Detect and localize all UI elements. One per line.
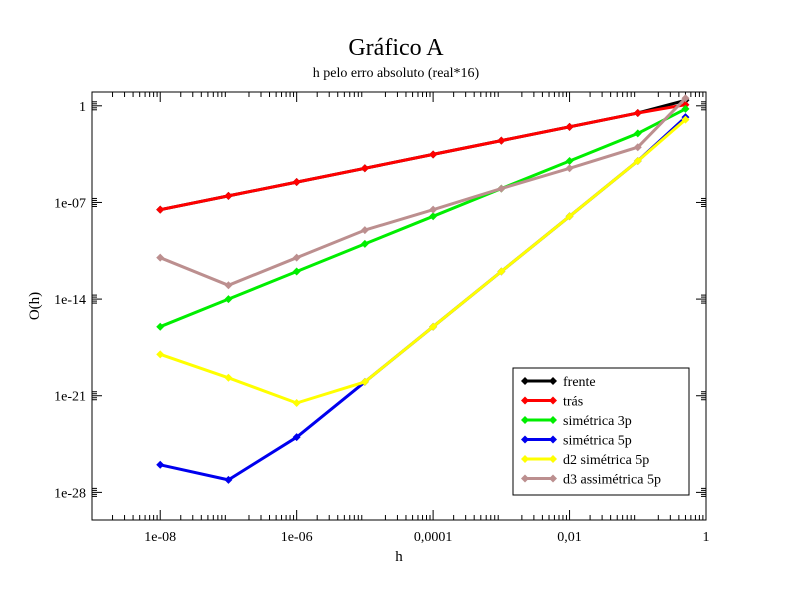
series-point bbox=[292, 267, 301, 276]
legend-marker bbox=[549, 396, 557, 405]
legend-marker bbox=[521, 474, 529, 483]
series-point bbox=[633, 143, 642, 152]
plot-frame bbox=[91, 91, 707, 521]
y-tick-label: 1e-28 bbox=[54, 486, 86, 501]
chart-subtitle: h pelo erro absoluto (real*16) bbox=[313, 66, 480, 81]
y-axis-label: O(h) bbox=[27, 292, 43, 320]
series-point bbox=[156, 460, 165, 469]
series-point bbox=[360, 239, 369, 248]
legend-marker bbox=[521, 396, 529, 405]
x-tick-labels: 1e-08 1e-06 0,0001 0,01 1 bbox=[144, 530, 709, 545]
legend-label: d2 simétrica 5p bbox=[563, 453, 649, 468]
y-tick-label: 1e-21 bbox=[54, 390, 86, 405]
legend-label: simétrica 3p bbox=[563, 414, 632, 429]
x-axis-label: h bbox=[395, 549, 403, 565]
legend-label: d3 assimétrica 5p bbox=[563, 473, 661, 488]
series-point bbox=[633, 109, 642, 118]
series-point bbox=[681, 104, 690, 113]
y-tick-labels: 1 1e-07 1e-14 1e-21 1e-28 bbox=[54, 100, 86, 502]
series-point bbox=[156, 350, 165, 359]
series-point bbox=[681, 94, 690, 103]
series-point bbox=[224, 373, 233, 382]
series-point bbox=[565, 157, 574, 166]
series-point bbox=[429, 150, 438, 159]
x-tick-label: 1e-08 bbox=[144, 530, 176, 545]
series-point bbox=[633, 157, 642, 166]
series-point bbox=[292, 178, 301, 187]
chart-title: Gráfico A bbox=[348, 35, 444, 61]
legend-box bbox=[512, 367, 690, 496]
x-tick-label: 0,01 bbox=[557, 530, 582, 545]
series-point bbox=[224, 191, 233, 200]
legend-label: trás bbox=[563, 395, 583, 410]
series-point bbox=[565, 122, 574, 131]
series-point bbox=[224, 281, 233, 290]
y-tick-label: 1e-07 bbox=[54, 196, 86, 211]
series-point bbox=[429, 322, 438, 331]
legend-marker bbox=[549, 474, 557, 483]
series-point bbox=[565, 212, 574, 221]
legend: frente trás simétrica 3p simétrica 5p d2 sim… bbox=[512, 367, 690, 496]
x-tick-label: 1e-06 bbox=[281, 530, 313, 545]
x-tick-label: 0,0001 bbox=[414, 530, 453, 545]
series-line bbox=[159, 118, 687, 405]
y-tick-label: 1 bbox=[79, 100, 86, 115]
series-point bbox=[292, 433, 301, 442]
legend-marker bbox=[549, 377, 557, 385]
legend-label: simétrica 5p bbox=[563, 434, 632, 449]
x-tick-label: 1 bbox=[703, 530, 710, 545]
series-point bbox=[156, 322, 165, 331]
series-point bbox=[429, 205, 438, 214]
legend-label: frente bbox=[563, 375, 596, 390]
y-tick-label: 1e-14 bbox=[54, 293, 86, 308]
legend-marker bbox=[549, 435, 557, 444]
legend-marker bbox=[549, 455, 557, 463]
series-point bbox=[292, 398, 301, 407]
series-point bbox=[497, 267, 506, 276]
series-line bbox=[159, 97, 687, 287]
legend-marker bbox=[521, 435, 529, 444]
series-point bbox=[497, 184, 506, 193]
major-ticks bbox=[92, 92, 707, 520]
series-point bbox=[224, 295, 233, 304]
series-point bbox=[156, 253, 165, 262]
legend-marker bbox=[549, 416, 557, 424]
series-line bbox=[159, 107, 687, 329]
series-point bbox=[633, 129, 642, 138]
minor-ticks bbox=[92, 92, 706, 520]
series-point bbox=[224, 475, 233, 484]
legend-marker bbox=[521, 416, 529, 424]
series-point bbox=[429, 212, 438, 221]
series-point bbox=[497, 136, 506, 145]
series-point bbox=[565, 164, 574, 173]
series-layer bbox=[156, 94, 690, 484]
series-point bbox=[360, 377, 369, 386]
legend-marker bbox=[521, 377, 529, 385]
series-point bbox=[360, 226, 369, 235]
series-point bbox=[681, 115, 690, 124]
legend-marker bbox=[521, 455, 529, 463]
series-point bbox=[681, 100, 690, 109]
series-point bbox=[360, 164, 369, 173]
series-point bbox=[292, 253, 301, 262]
series-point bbox=[156, 205, 165, 214]
